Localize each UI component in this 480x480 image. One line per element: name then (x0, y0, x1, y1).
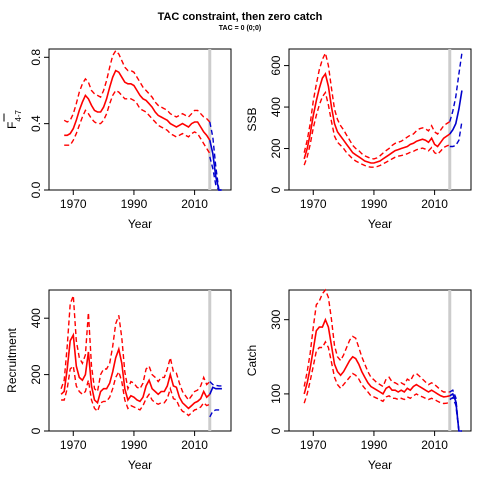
x-tick-label: 1970 (300, 197, 327, 211)
projection-upper-line (209, 381, 222, 387)
x-tick-label: 1990 (121, 438, 148, 452)
y-tick-label: 200 (29, 364, 43, 384)
historical-mid-line (64, 69, 211, 141)
y-axis-label: Recruitment (5, 327, 19, 392)
projection-upper-line (449, 53, 463, 122)
y-tick-label: 400 (29, 308, 43, 328)
y-tick-label: 0 (269, 427, 283, 434)
y-axis-label: F4-7 (5, 109, 23, 128)
historical-upper-line (303, 288, 450, 393)
historical-lower-line (61, 364, 211, 417)
projection-upper-line (449, 389, 462, 432)
x-tick-label: 1970 (300, 438, 327, 452)
panel-4: 1970 1990 2010 Year 0 100 300 Catch (245, 288, 472, 472)
x-tick-label: 1990 (121, 197, 148, 211)
historical-lower-line (64, 89, 211, 154)
y-tick-label: 0.8 (29, 49, 43, 66)
x-tick-label: 2010 (181, 438, 208, 452)
x-tick-label: 1990 (361, 438, 388, 452)
historical-upper-line (63, 49, 211, 123)
y-tick-label: 0.4 (29, 115, 43, 132)
plot-frame (48, 48, 232, 191)
y-tick-label: 0.0 (29, 181, 43, 198)
y-tick-label: 100 (269, 384, 283, 404)
historical-lower-line (303, 340, 451, 405)
projection-mid-line (209, 140, 222, 191)
panel-1: 1970 1990 2010 Year 0.0 0.4 0.8 F4-7 (3, 48, 232, 231)
y-tick-label: 200 (269, 138, 283, 158)
y-axis-label: SSB (245, 107, 259, 131)
y-axis-label-subscript: 4-7 (14, 109, 23, 121)
x-axis-label: Year (368, 217, 392, 231)
figure-title: TAC constraint, then zero catch (158, 11, 323, 23)
plot-frame (288, 48, 472, 191)
x-tick-label: 2010 (421, 438, 448, 452)
projection-upper-line (209, 121, 222, 191)
x-tick-label: 1970 (60, 197, 87, 211)
historical-mid-line (60, 332, 211, 410)
x-tick-label: 1970 (60, 438, 87, 452)
plot-frame (288, 289, 472, 432)
projection-mid-line (449, 90, 463, 135)
x-axis-label: Year (128, 458, 152, 472)
projection-lower-line (209, 409, 222, 418)
chart-panels: 1970 1990 2010 Year 0.0 0.4 0.8 F4-7 1970 1990 201… (3, 48, 472, 472)
historical-upper-line (60, 295, 211, 402)
y-tick-label: 600 (269, 55, 283, 75)
x-axis-label: Year (128, 217, 152, 231)
historical-lower-line (303, 90, 451, 168)
projection-lower-line (449, 121, 463, 148)
panel-3: 1970 1990 2010 Year 0 200 400 Recruitment (5, 289, 232, 472)
panel-2: 1970 1990 2010 Year 0 200 400 600 SSB (245, 48, 472, 231)
projection-mid-line (449, 392, 462, 432)
y-tick-label: 300 (269, 309, 283, 329)
x-tick-label: 2010 (181, 197, 208, 211)
y-tick-label: 0 (269, 186, 283, 193)
y-axis-label: Catch (245, 345, 259, 376)
x-tick-label: 1990 (361, 197, 388, 211)
historical-upper-line (303, 51, 451, 160)
x-axis-label: Year (368, 458, 392, 472)
y-tick-label: 0 (29, 427, 43, 434)
projection-mid-line (209, 386, 222, 395)
figure-subtitle: TAC = 0 (0;0) (219, 25, 261, 32)
x-tick-label: 2010 (421, 197, 448, 211)
historical-mid-line (303, 317, 450, 398)
historical-mid-line (303, 72, 451, 164)
plot-frame (48, 289, 232, 432)
y-tick-label: 400 (269, 97, 283, 117)
